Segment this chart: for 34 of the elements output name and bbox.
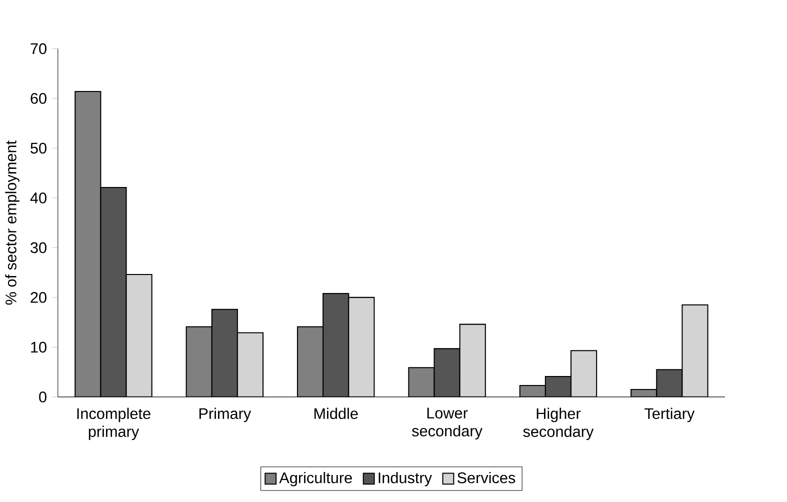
y-tick-label: 40 (30, 192, 46, 204)
x-tick-label: Primary (199, 408, 252, 422)
legend-label: Agriculture (279, 472, 352, 486)
x-tick-label: Higher secondary (523, 408, 594, 440)
x-tick-label: Tertiary (644, 408, 695, 422)
legend-label: Services (457, 472, 516, 484)
y-tick-label: 30 (30, 242, 46, 254)
bar (186, 326, 212, 397)
x-tick-label: Middle (314, 408, 358, 420)
bar (236, 332, 264, 397)
y-tick-label: 10 (31, 342, 46, 353)
bar (100, 186, 127, 397)
legend-label: Industry (378, 472, 432, 486)
bar (322, 292, 350, 397)
y-tick-label: 20 (30, 292, 46, 303)
bar (434, 348, 460, 397)
bar (459, 324, 486, 397)
bar (544, 376, 572, 397)
bar (296, 326, 324, 397)
bar (211, 308, 238, 397)
bar (408, 367, 435, 397)
y-tick-label: 0 (39, 392, 46, 402)
bar (570, 350, 598, 397)
y-tick-label: 70 (30, 43, 46, 54)
bar (682, 304, 708, 397)
y-tick-label: 60 (30, 93, 46, 104)
y-axis-title: % of sector employment (5, 140, 20, 305)
y-tick-label: 50 (30, 142, 46, 154)
bar (74, 90, 102, 397)
x-tick-label: Incomplete primary (77, 408, 150, 440)
bar (656, 369, 683, 397)
x-tick-label: Lower secondary (412, 408, 482, 440)
bar (348, 296, 375, 397)
bar (126, 274, 152, 397)
